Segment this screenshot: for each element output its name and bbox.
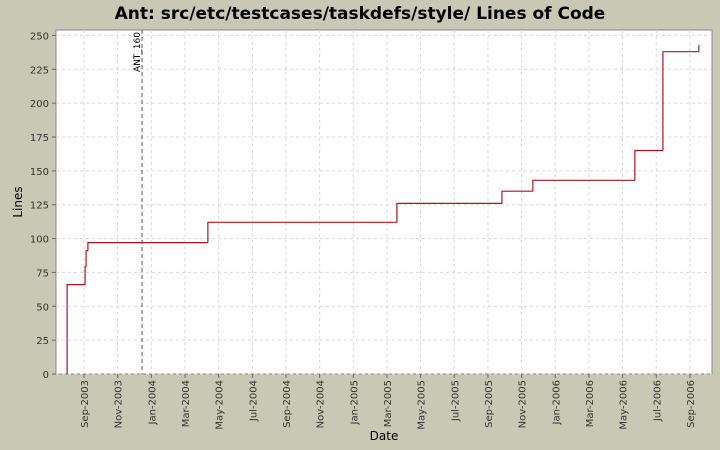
- x-tick-label: Sep-2006: [686, 380, 697, 428]
- x-tick-label: Jan-2006: [551, 380, 562, 425]
- plot-area: [55, 29, 713, 375]
- x-tick-label: Nov-2004: [316, 380, 327, 428]
- x-tick-label: May-2005: [417, 380, 428, 430]
- chart-title: Ant: src/etc/testcases/taskdefs/style/ L…: [115, 4, 606, 24]
- step-segment: [532, 179, 635, 192]
- step-segment: [66, 284, 86, 374]
- x-tick-label: Nov-2005: [518, 380, 529, 428]
- y-tick-label: 200: [30, 99, 49, 110]
- marker-label: ANT_160: [133, 32, 143, 72]
- y-tick-label: 125: [30, 201, 49, 212]
- y-tick-label: 225: [30, 65, 49, 76]
- x-tick-label: Jul-2005: [450, 380, 461, 422]
- x-tick-label: Mar-2005: [383, 380, 394, 427]
- y-axis-label: Lines: [11, 186, 25, 217]
- step-segment: [634, 149, 663, 181]
- step-segment: [84, 266, 87, 285]
- step-segment: [396, 202, 502, 223]
- step-segment: [87, 242, 208, 251]
- x-axis-label: Date: [370, 429, 399, 443]
- x-tick-label: May-2006: [619, 380, 630, 430]
- x-tick-label: Mar-2004: [181, 380, 192, 427]
- y-tick-label: 250: [30, 31, 49, 42]
- x-tick-label: Sep-2004: [282, 380, 293, 428]
- x-tick-label: Sep-2005: [484, 380, 495, 428]
- x-tick-label: May-2004: [215, 380, 226, 430]
- y-tick-label: 100: [30, 235, 49, 246]
- y-tick-label: 175: [30, 133, 49, 144]
- step-segment: [662, 51, 699, 151]
- y-tick-label: 0: [43, 370, 49, 381]
- step-segment: [501, 190, 533, 204]
- x-tick-label: Jul-2006: [652, 380, 663, 422]
- x-tick-label: Jul-2004: [248, 380, 259, 422]
- y-tick-label: 25: [36, 336, 49, 347]
- step-segment: [85, 250, 88, 268]
- y-tick-label: 150: [30, 167, 49, 178]
- x-tick-label: Nov-2003: [114, 380, 125, 428]
- x-tick-label: Jan-2005: [349, 380, 360, 425]
- x-tick-label: Mar-2006: [585, 380, 596, 427]
- x-tick-label: Jan-2004: [147, 380, 158, 425]
- y-tick-label: 75: [36, 268, 49, 279]
- step-segment: [207, 221, 397, 243]
- x-tick-label: Sep-2003: [80, 380, 91, 428]
- y-tick-label: 50: [36, 302, 49, 313]
